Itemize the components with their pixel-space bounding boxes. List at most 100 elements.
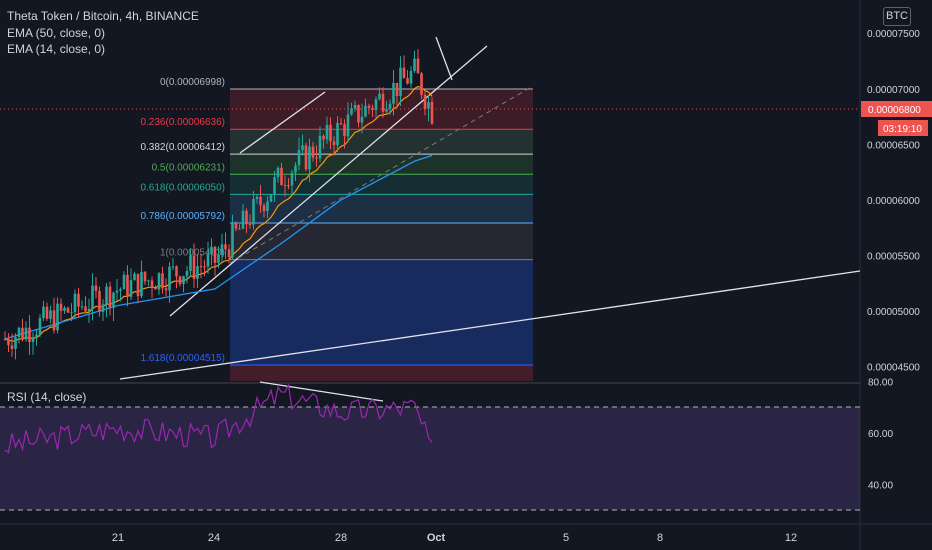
candle-body [378,93,381,100]
candle-body [409,71,413,84]
fib-level-label: 0.786(0.00005792) [140,211,225,222]
candle-body [10,345,14,349]
candle-body [339,122,343,125]
fib-level-label: 1(0.00005463) [160,248,225,259]
candle-body [77,293,80,307]
candle-body [28,327,31,343]
candle-body [66,307,70,313]
candle-body [322,135,325,140]
candle-body [248,224,252,226]
candle-body [220,244,224,255]
candle-body [367,105,371,108]
currency-button[interactable]: BTC [883,7,911,26]
candle-body [56,303,59,331]
candle-body [217,254,220,263]
candle-body [101,304,105,312]
candle-body [185,270,189,277]
candle-body [87,308,91,312]
symbol-title[interactable]: Theta Token / Bitcoin, 4h, BINANCE [7,9,199,23]
candle-body [94,285,98,291]
last-price-tag [861,101,932,117]
candle-body [63,307,66,311]
candle-body [14,337,17,349]
candle-body [199,266,203,268]
ema50-legend[interactable]: EMA (50, close, 0) [7,26,106,40]
candle-body [105,286,108,305]
candle-body [262,205,266,212]
candle-body [206,254,210,267]
time-tick-label: 8 [657,532,663,544]
price-tick-label: 0.00007500 [867,29,920,40]
candle-body [290,172,294,186]
rsi-tick-label: 60.00 [868,429,893,440]
candle-body [21,327,24,340]
candle-body [388,103,392,109]
rsi-legend[interactable]: RSI (14, close) [7,390,87,404]
rsi-tick-label: 80.00 [868,377,893,388]
arrow-line [435,36,453,81]
candle-body [227,249,231,258]
time-tick-label: 5 [563,532,569,544]
fib-level-label: 0.236(0.00006636) [140,117,225,128]
candle-body [7,339,10,346]
candle-body [24,327,28,340]
candle-body [266,201,269,212]
candle-body [318,135,322,159]
candle-body [315,157,318,159]
candle-body [45,306,49,319]
candle-body [287,185,290,187]
fib-zone [230,89,533,130]
candle-body [395,82,399,96]
candle-body [304,145,308,170]
trend-lines[interactable] [119,36,861,402]
candle-body [224,244,227,250]
axes: 0.00007500 0.00007000 0.00006500 0.00006000… [112,29,932,544]
candle-body [178,276,182,285]
fibonacci-retracement[interactable]: 0(0.00006998) 0.236(0.00006636) 0.382(0.00… [140,77,533,381]
candle-body [42,306,45,319]
candle-body [108,286,112,308]
candle-body [399,67,402,96]
candle-body [329,124,332,142]
candle-body [371,107,374,110]
candle-body [140,271,143,297]
fib-zone [230,194,533,224]
countdown-value: 03:19:10 [883,124,922,135]
candle-body [402,67,406,79]
price-tick-label: 0.00005500 [867,252,920,263]
candle-body [269,194,273,202]
candle-body [91,285,94,309]
candle-body [189,255,192,271]
candle-body [119,289,122,291]
candle-body [154,287,157,290]
price-tick-label: 0.00007000 [867,85,920,96]
candle-body [238,228,241,230]
fib-level-label: 0.618(0.00006050) [140,182,225,193]
price-tick-label: 0.00005000 [867,307,920,318]
candle-body [406,78,409,84]
candle-body [203,266,206,268]
candle-body [283,185,287,187]
candle-body [273,177,276,195]
countdown-tag [878,120,928,136]
fib-zone [230,259,533,365]
candle-body [325,124,329,140]
candle-body [129,280,133,297]
fib-zone [230,154,533,175]
candle-body [301,145,304,151]
candle-body [420,73,423,95]
candle-body [353,105,357,109]
candle-body [59,303,63,311]
fib-zone [230,129,533,155]
rising-support-trendline [169,45,488,317]
candle-body [413,58,416,72]
last-price-value: 0.00006800 [868,105,921,116]
fib-zone [230,365,533,381]
candle-body [133,273,136,281]
candle-body [241,210,245,229]
candle-body [231,223,234,258]
ema14-legend[interactable]: EMA (14, close, 0) [7,42,106,56]
candle-body [112,292,115,308]
